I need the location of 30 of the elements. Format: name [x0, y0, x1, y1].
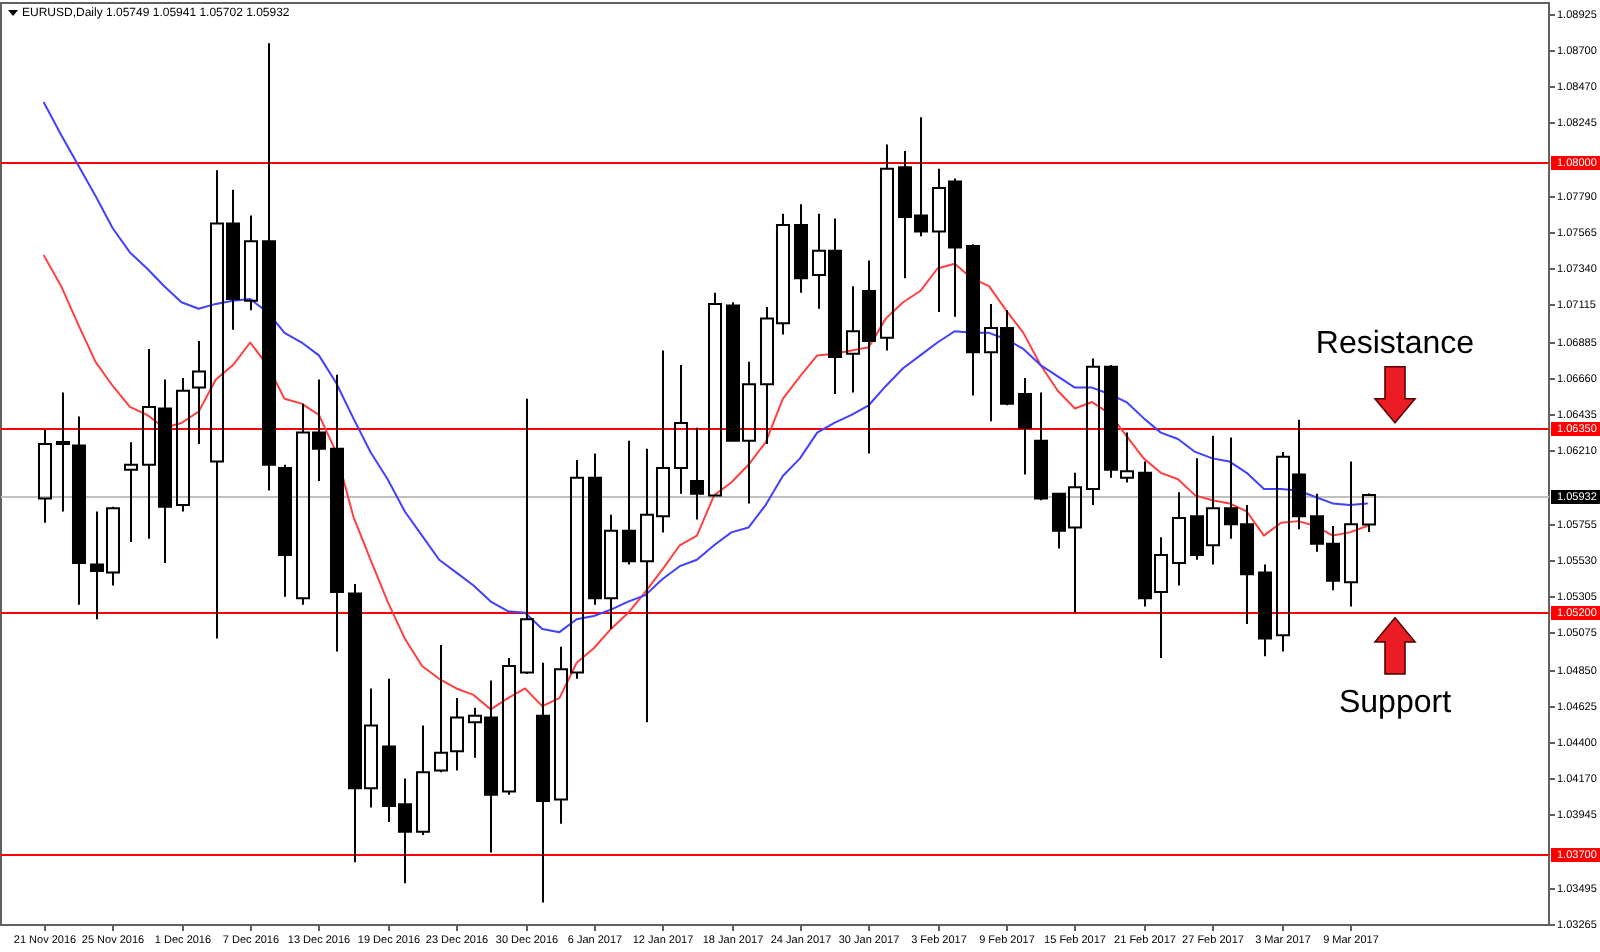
candlestick: [329, 373, 345, 653]
annotation: Resistance: [1315, 326, 1475, 361]
candlestick: [1257, 563, 1273, 658]
candlestick: [793, 203, 809, 294]
candlestick: [965, 243, 981, 397]
candlestick: [1343, 460, 1359, 608]
candlestick: [535, 661, 551, 904]
candlestick: [1085, 357, 1101, 507]
candlestick: [673, 364, 689, 495]
candlestick: [261, 42, 277, 492]
candlestick: [707, 291, 723, 497]
candlestick: [415, 724, 431, 836]
candlestick: [621, 439, 637, 566]
candlestick: [243, 214, 259, 312]
candlestick: [1171, 491, 1187, 587]
candlestick: [449, 697, 465, 772]
candlestick: [1361, 492, 1377, 534]
candlestick: [1017, 376, 1033, 476]
candlestick: [37, 428, 53, 524]
candlestick: [433, 644, 449, 774]
candlestick: [1033, 391, 1049, 502]
candlestick: [501, 656, 517, 796]
candlestick: [191, 339, 207, 445]
candlestick: [519, 397, 535, 675]
candlestick: [277, 463, 293, 598]
candlestick: [879, 143, 895, 352]
annotation: Support: [1338, 685, 1453, 720]
candlestick: [175, 376, 191, 513]
candlestick: [123, 441, 139, 544]
candlestick: [689, 426, 705, 521]
